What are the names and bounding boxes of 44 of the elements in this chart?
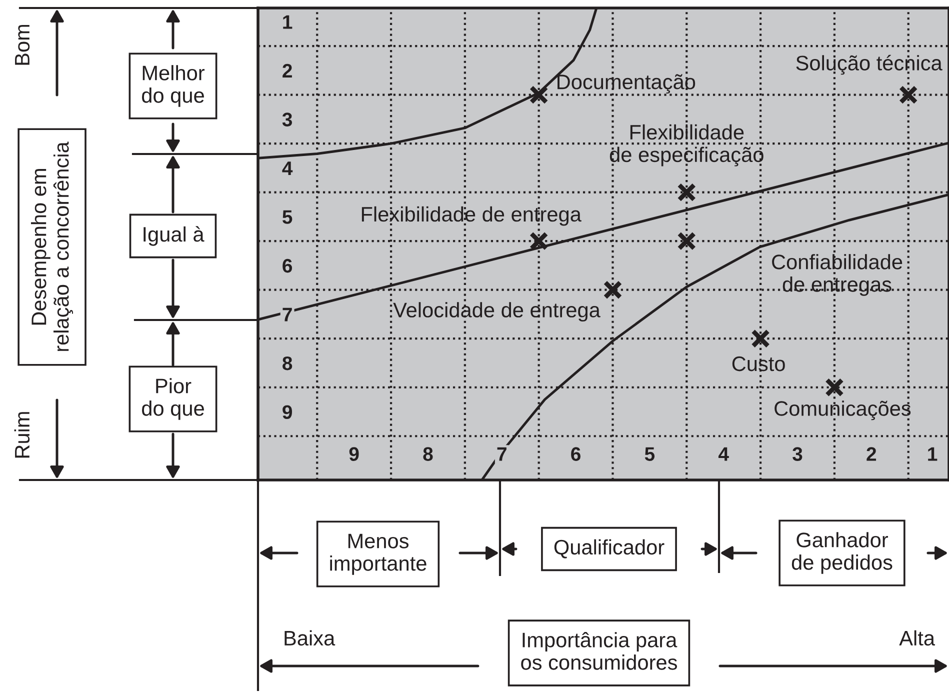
annotation: Documentação (558, 74, 696, 94)
point (898, 85, 918, 104)
annotation: Velocidade de entrega (393, 302, 600, 322)
annotation: Custo (732, 356, 785, 372)
text: Ruim (14, 412, 30, 458)
x-tick-label: 8 (423, 447, 433, 461)
x-tick-label: 9 (349, 447, 359, 461)
text: Qualificador (554, 539, 664, 558)
text: Desempenho em relação a concorrência (30, 142, 74, 351)
point (529, 85, 548, 104)
point (677, 182, 696, 202)
annotation: Comunicações (774, 400, 911, 420)
y-tick-label: 8 (282, 356, 292, 370)
text: Baixa (284, 630, 336, 646)
text: Igual à (144, 226, 204, 246)
x-tick-label: 6 (571, 447, 580, 461)
y-tick-label: 4 (282, 162, 293, 175)
y-tick-label: 5 (282, 210, 292, 224)
y-tick-label: 9 (282, 405, 292, 419)
point (677, 232, 696, 251)
text: Ganhador de pedidos (792, 532, 892, 574)
text: Melhor do que (142, 65, 204, 107)
y-tick-label: 7 (282, 308, 292, 322)
annotation: Flexibilidade de especificação (610, 124, 764, 166)
point (603, 280, 622, 300)
x-tick-label: 4 (718, 447, 729, 461)
x-tick-label: 5 (644, 447, 655, 461)
y-tick-label: 2 (282, 64, 292, 78)
point (529, 232, 548, 251)
text: Bom (15, 24, 30, 65)
y-tick-label: 6 (282, 258, 292, 273)
point (751, 329, 770, 348)
text: Alta (899, 630, 935, 646)
y-tick-label: 3 (282, 112, 292, 126)
text: Importância para os consumidores (521, 632, 678, 670)
y-tick-label: 1 (283, 15, 292, 29)
x-tick-label: 2 (866, 447, 876, 461)
annotation: Solução técnica (796, 54, 942, 75)
point (824, 378, 844, 397)
x-tick-label: 3 (792, 447, 802, 461)
text: Menos importante (330, 534, 426, 575)
x-tick-label: 1 (928, 447, 938, 461)
text: Pior do que (142, 378, 204, 420)
annotation: Flexibilidade de entrega (362, 206, 582, 226)
